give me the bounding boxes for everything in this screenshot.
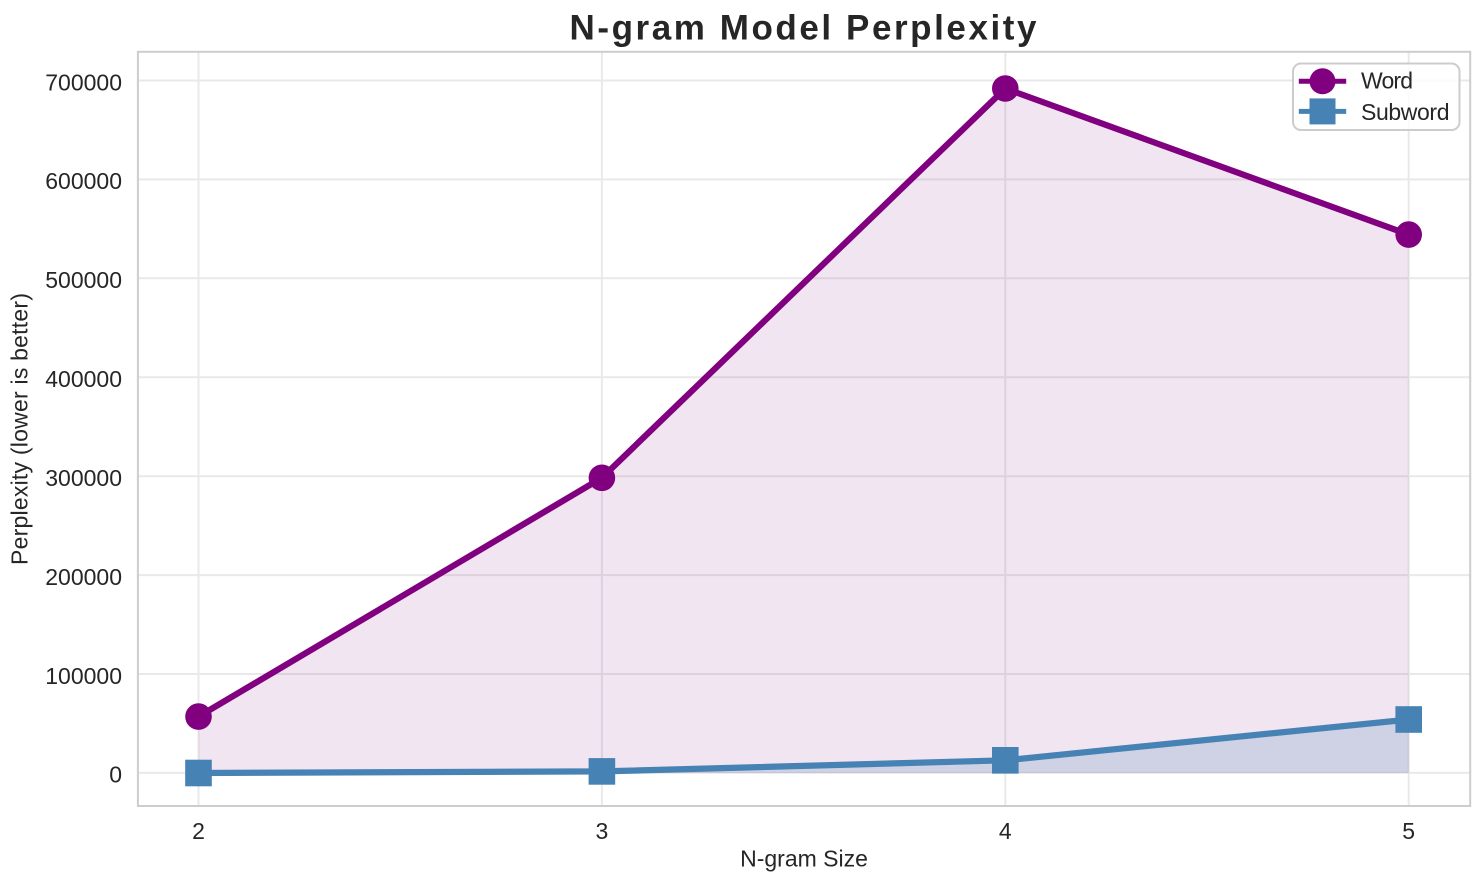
svg-text:100000: 100000 bbox=[45, 663, 122, 689]
svg-text:Perplexity (lower is better): Perplexity (lower is better) bbox=[7, 293, 33, 565]
svg-text:Word: Word bbox=[1361, 68, 1413, 94]
svg-text:200000: 200000 bbox=[45, 564, 122, 590]
svg-text:500000: 500000 bbox=[45, 267, 122, 293]
svg-text:600000: 600000 bbox=[45, 168, 122, 194]
svg-text:4: 4 bbox=[999, 818, 1012, 844]
svg-text:400000: 400000 bbox=[45, 366, 122, 392]
svg-text:Subword: Subword bbox=[1361, 99, 1450, 125]
svg-text:700000: 700000 bbox=[45, 69, 122, 95]
svg-text:N-gram Size: N-gram Size bbox=[740, 845, 868, 871]
svg-text:0: 0 bbox=[109, 762, 122, 788]
svg-text:N-gram Model Perplexity: N-gram Model Perplexity bbox=[570, 8, 1038, 47]
svg-text:300000: 300000 bbox=[45, 465, 122, 491]
svg-text:2: 2 bbox=[192, 818, 205, 844]
svg-text:3: 3 bbox=[596, 818, 609, 844]
svg-text:5: 5 bbox=[1402, 818, 1415, 844]
